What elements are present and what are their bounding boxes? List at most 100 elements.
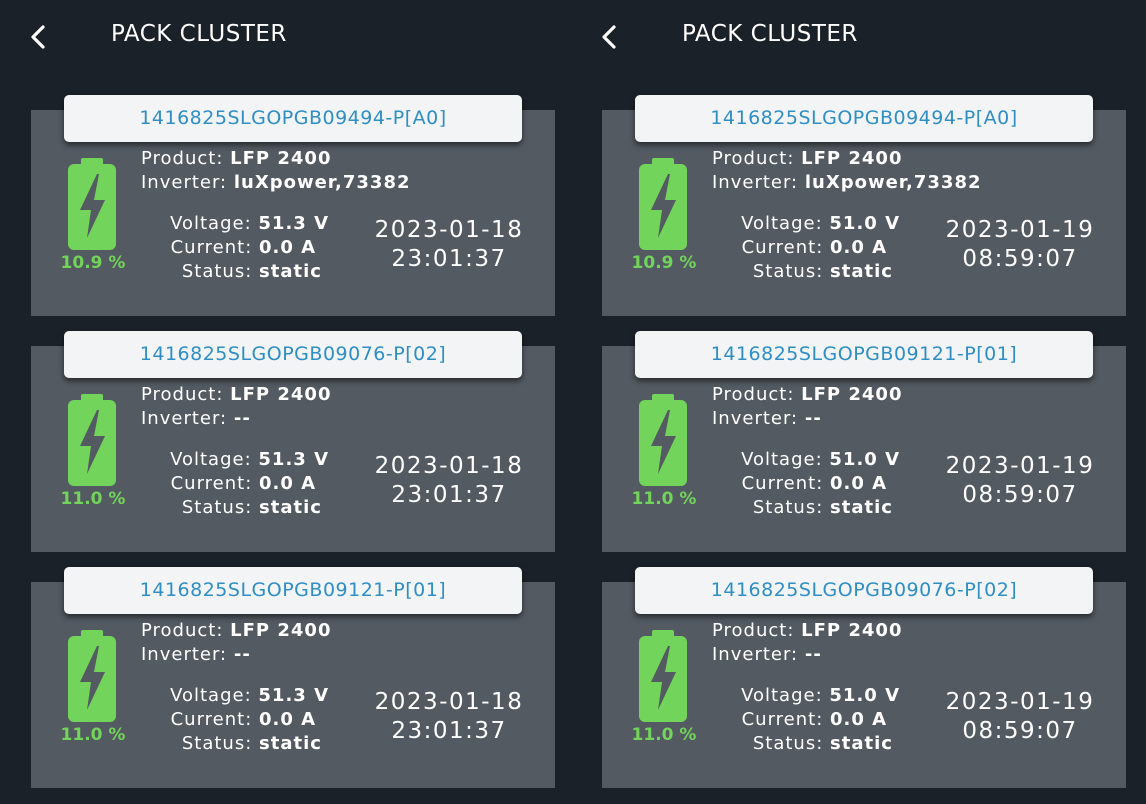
- voltage-label: Voltage:: [170, 449, 252, 470]
- voltage-label: Voltage:: [741, 685, 823, 706]
- current-label: Current:: [170, 709, 253, 730]
- voltage-value: 51.0 V: [829, 685, 900, 706]
- current-value: 0.0 A: [259, 709, 317, 730]
- pack-id-tag[interactable]: 1416825SLGOPGB09076-P[02]: [64, 331, 522, 378]
- state-of-charge: 11.0 %: [631, 725, 697, 745]
- product-value: LFP 2400: [230, 384, 332, 405]
- timestamp-date: 2023-01-18: [374, 217, 524, 243]
- pack-card[interactable]: 1416825SLGOPGB09076-P[02] 11.0 % Product…: [602, 567, 1126, 788]
- pack-id-tag[interactable]: 1416825SLGOPGB09121-P[01]: [64, 567, 522, 614]
- timestamp-date: 2023-01-19: [945, 453, 1095, 479]
- inverter-line: Inverter: --: [712, 644, 822, 665]
- voltage-label: Voltage:: [170, 685, 252, 706]
- timestamp-date: 2023-01-19: [945, 217, 1095, 243]
- product-line: Product: LFP 2400: [141, 384, 331, 405]
- state-of-charge: 10.9 %: [631, 253, 697, 273]
- status-value: static: [830, 733, 893, 754]
- status-label: Status:: [752, 497, 824, 518]
- chevron-left-icon: [31, 25, 45, 49]
- inverter-label: Inverter:: [712, 172, 799, 193]
- pack-stats: Voltage: 51.3 V Current: 0.0 A Status: s…: [141, 212, 329, 284]
- current-value: 0.0 A: [830, 473, 888, 494]
- product-line: Product: LFP 2400: [141, 148, 331, 169]
- inverter-label: Inverter:: [712, 644, 799, 665]
- status-label: Status:: [181, 733, 253, 754]
- battery-charging-icon: [639, 630, 687, 722]
- inverter-value: luXpower,73382: [233, 172, 411, 193]
- current-label: Current:: [170, 473, 253, 494]
- current-label: Current:: [741, 709, 824, 730]
- battery-charging-icon: [68, 158, 116, 250]
- voltage-label: Voltage:: [741, 449, 823, 470]
- status-label: Status:: [181, 261, 253, 282]
- voltage-value: 51.3 V: [258, 685, 329, 706]
- inverter-label: Inverter:: [141, 644, 228, 665]
- pack-card[interactable]: 1416825SLGOPGB09121-P[01] 11.0 % Product…: [31, 567, 555, 788]
- timestamp-date: 2023-01-18: [374, 689, 524, 715]
- back-button[interactable]: [593, 20, 627, 54]
- timestamp: 2023-01-19 08:59:07: [932, 688, 1108, 746]
- pack-card[interactable]: 1416825SLGOPGB09121-P[01] 11.0 % Product…: [602, 331, 1126, 552]
- status-label: Status:: [752, 733, 824, 754]
- status-label: Status:: [752, 261, 824, 282]
- timestamp-date: 2023-01-18: [374, 453, 524, 479]
- timestamp-time: 08:59:07: [962, 246, 1078, 272]
- timestamp-time: 23:01:37: [391, 246, 507, 272]
- inverter-value: --: [233, 408, 251, 429]
- timestamp: 2023-01-19 08:59:07: [932, 216, 1108, 274]
- back-button[interactable]: [22, 20, 56, 54]
- timestamp-date: 2023-01-19: [945, 689, 1095, 715]
- pack-id-tag[interactable]: 1416825SLGOPGB09121-P[01]: [635, 331, 1093, 378]
- pack-cluster-panel-right: PACK CLUSTER 1416825SLGOPGB09494-P[A0] 1…: [571, 0, 1144, 804]
- inverter-value: --: [233, 644, 251, 665]
- timestamp: 2023-01-19 08:59:07: [932, 452, 1108, 510]
- pack-stats: Voltage: 51.0 V Current: 0.0 A Status: s…: [712, 212, 900, 284]
- product-label: Product:: [141, 148, 224, 169]
- status-value: static: [259, 497, 322, 518]
- timestamp: 2023-01-18 23:01:37: [361, 216, 537, 274]
- pack-id-tag[interactable]: 1416825SLGOPGB09494-P[A0]: [64, 95, 522, 142]
- inverter-label: Inverter:: [141, 172, 228, 193]
- product-value: LFP 2400: [801, 620, 903, 641]
- pack-stats: Voltage: 51.0 V Current: 0.0 A Status: s…: [712, 684, 900, 756]
- inverter-value: --: [804, 644, 822, 665]
- status-value: static: [830, 497, 893, 518]
- pack-stats: Voltage: 51.3 V Current: 0.0 A Status: s…: [141, 684, 329, 756]
- state-of-charge: 11.0 %: [60, 725, 126, 745]
- status-value: static: [830, 261, 893, 282]
- current-label: Current:: [741, 473, 824, 494]
- status-value: static: [259, 261, 322, 282]
- battery-charging-icon: [639, 158, 687, 250]
- current-value: 0.0 A: [259, 237, 317, 258]
- product-value: LFP 2400: [230, 148, 332, 169]
- voltage-label: Voltage:: [741, 213, 823, 234]
- page-title: PACK CLUSTER: [682, 21, 858, 47]
- voltage-value: 51.0 V: [829, 449, 900, 470]
- product-line: Product: LFP 2400: [141, 620, 331, 641]
- product-label: Product:: [141, 384, 224, 405]
- pack-id-tag[interactable]: 1416825SLGOPGB09494-P[A0]: [635, 95, 1093, 142]
- current-label: Current:: [741, 237, 824, 258]
- timestamp: 2023-01-18 23:01:37: [361, 452, 537, 510]
- current-value: 0.0 A: [259, 473, 317, 494]
- state-of-charge: 11.0 %: [60, 489, 126, 509]
- product-label: Product:: [712, 620, 795, 641]
- timestamp-time: 23:01:37: [391, 718, 507, 744]
- pack-id-tag[interactable]: 1416825SLGOPGB09076-P[02]: [635, 567, 1093, 614]
- inverter-label: Inverter:: [712, 408, 799, 429]
- state-of-charge: 10.9 %: [60, 253, 126, 273]
- product-label: Product:: [712, 384, 795, 405]
- battery-charging-icon: [68, 630, 116, 722]
- pack-card[interactable]: 1416825SLGOPGB09494-P[A0] 10.9 % Product…: [602, 95, 1126, 316]
- inverter-label: Inverter:: [141, 408, 228, 429]
- product-value: LFP 2400: [801, 148, 903, 169]
- timestamp: 2023-01-18 23:01:37: [361, 688, 537, 746]
- product-line: Product: LFP 2400: [712, 384, 902, 405]
- pack-card[interactable]: 1416825SLGOPGB09076-P[02] 11.0 % Product…: [31, 331, 555, 552]
- current-label: Current:: [170, 237, 253, 258]
- timestamp-time: 08:59:07: [962, 482, 1078, 508]
- inverter-line: Inverter: --: [712, 408, 822, 429]
- voltage-value: 51.3 V: [258, 213, 329, 234]
- pack-card[interactable]: 1416825SLGOPGB09494-P[A0] 10.9 % Product…: [31, 95, 555, 316]
- inverter-line: Inverter: --: [141, 644, 251, 665]
